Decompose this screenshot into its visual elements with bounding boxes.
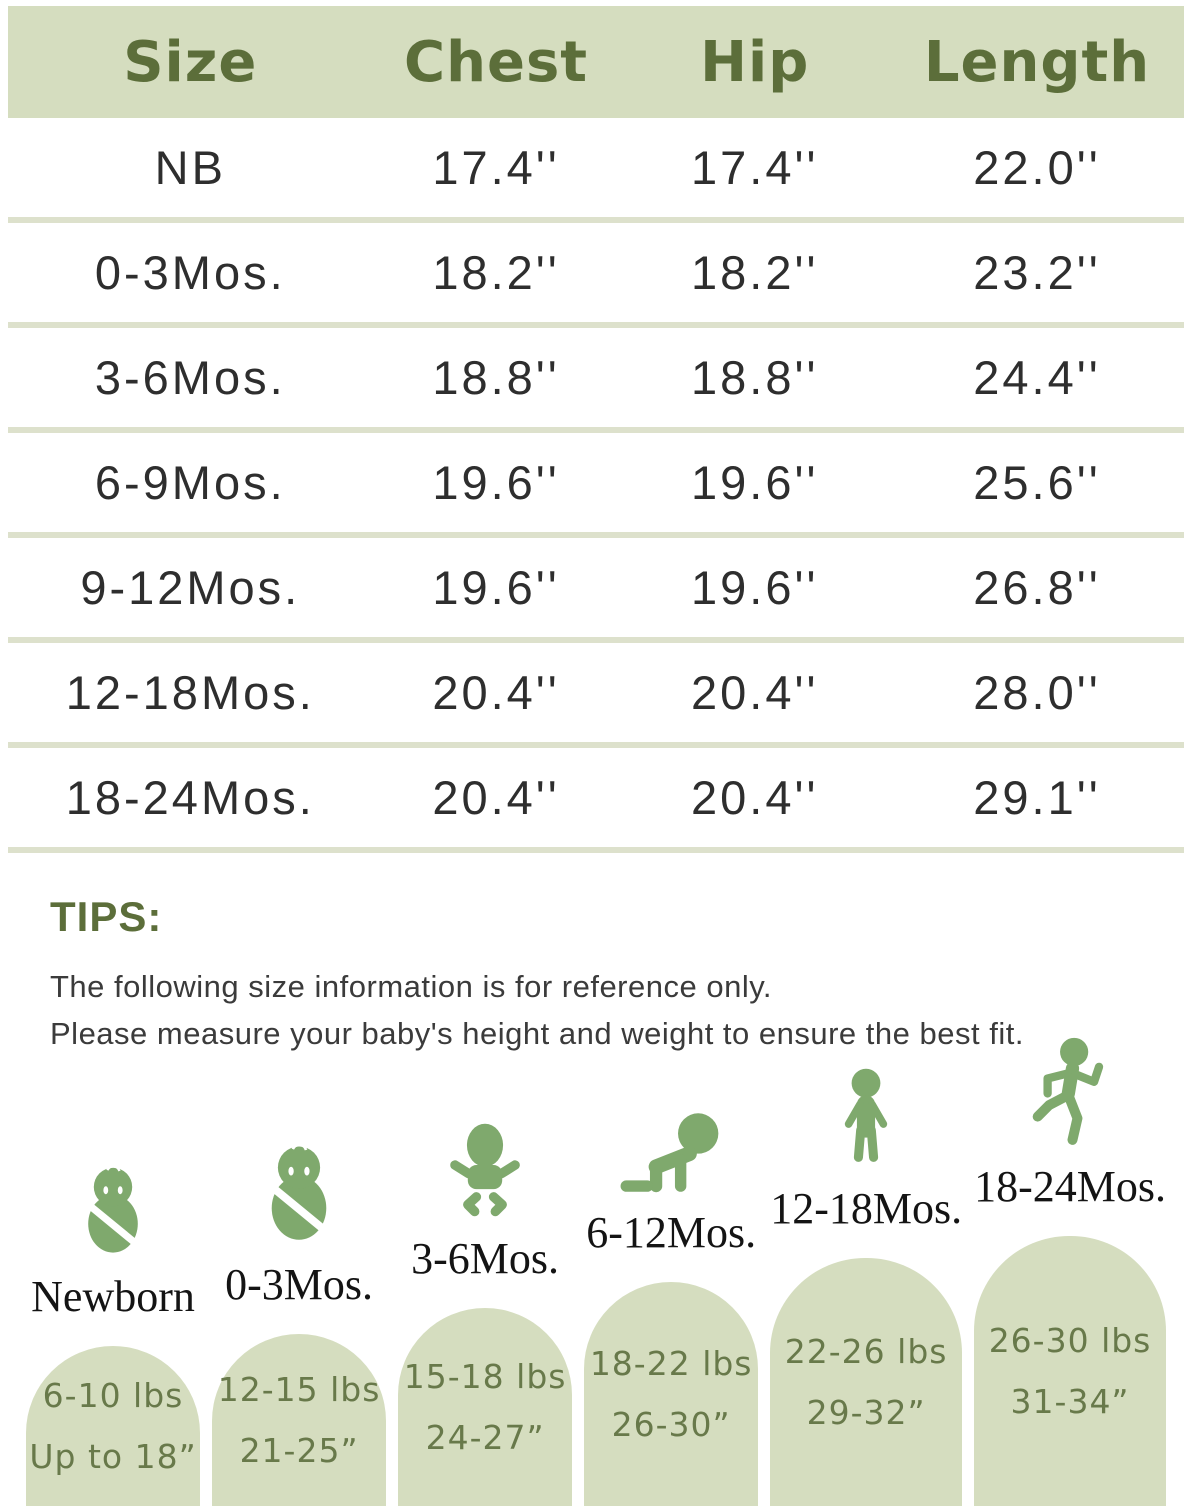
guide-label: 3-6Mos.: [411, 1234, 560, 1283]
table-row: 0-3Mos. 18.2'' 18.2'' 23.2'': [8, 223, 1184, 322]
guide-label: Newborn: [31, 1272, 195, 1321]
weight-range: 12-15 lbs: [217, 1370, 381, 1409]
guide-card: 26-30 lbs 31-34”: [974, 1236, 1166, 1506]
length-cell: 24.4'': [973, 351, 1101, 404]
height-range: Up to 18”: [29, 1437, 197, 1476]
chest-cell: 18.2'': [432, 246, 560, 299]
size-cell: 0-3Mos.: [94, 246, 286, 299]
size-cell: 6-9Mos.: [94, 456, 286, 509]
hip-cell: 17.4'': [691, 141, 819, 194]
row-divider: [8, 847, 1184, 853]
swaddled-newborn-icon: [73, 1163, 153, 1259]
lying-baby-icon: [442, 1122, 528, 1221]
table-row: 12-18Mos. 20.4'' 20.4'' 28.0'': [8, 643, 1184, 742]
length-cell: 22.0'': [973, 141, 1101, 194]
height-range: 21-25”: [239, 1431, 359, 1470]
length-cell: 26.8'': [973, 561, 1101, 614]
guide-column-3-6mos: 3-6Mos. 15-18 lbs 24-27”: [398, 1122, 573, 1506]
guide-column-6-12mos: 6-12Mos. 18-22 lbs 26-30”: [584, 1107, 759, 1506]
guide-card: 6-10 lbs Up to 18”: [26, 1346, 201, 1506]
swaddled-baby-icon: [255, 1141, 343, 1247]
table-row: 9-12Mos. 19.6'' 19.6'' 26.8'': [8, 538, 1184, 637]
size-cell: 3-6Mos.: [94, 351, 286, 404]
guide-card: 12-15 lbs 21-25”: [212, 1334, 387, 1506]
tips-section: TIPS: The following size information is …: [0, 853, 1192, 1057]
size-cell: NB: [154, 141, 226, 194]
row-divider: [8, 322, 1184, 328]
guide-column-18-24mos: 18-24Mos. 26-30 lbs 31-34”: [974, 1037, 1166, 1506]
guide-card: 22-26 lbs 29-32”: [770, 1258, 963, 1506]
column-header-hip: Hip: [700, 29, 810, 95]
row-divider: [8, 532, 1184, 538]
row-divider: [8, 217, 1184, 223]
chest-cell: 19.6'': [432, 456, 560, 509]
guide-card: 15-18 lbs 24-27”: [398, 1308, 573, 1506]
column-header-chest: Chest: [404, 29, 589, 95]
table-row: 18-24Mos. 20.4'' 20.4'' 29.1'': [8, 748, 1184, 847]
size-cell: 18-24Mos.: [65, 771, 315, 824]
row-divider: [8, 742, 1184, 748]
size-cell: 12-18Mos.: [65, 666, 315, 719]
tips-heading: TIPS:: [50, 893, 163, 940]
tips-line-2: Please measure your baby's height and we…: [50, 1016, 1024, 1051]
guide-label: 12-18Mos.: [770, 1184, 963, 1233]
length-cell: 23.2'': [973, 246, 1101, 299]
tips-line-1: The following size information is for re…: [50, 969, 773, 1004]
hip-cell: 18.2'': [691, 246, 819, 299]
table-row: NB 17.4'' 17.4'' 22.0'': [8, 118, 1184, 217]
row-divider: [8, 427, 1184, 433]
chest-cell: 20.4'': [432, 771, 560, 824]
height-range: 24-27”: [425, 1418, 545, 1457]
crawling-baby-icon: [614, 1107, 728, 1195]
chest-cell: 20.4'': [432, 666, 560, 719]
size-table: Size Chest Hip Length NB 17.4'' 17.4'' 2…: [8, 6, 1184, 853]
hip-cell: 20.4'': [691, 771, 819, 824]
hip-cell: 19.6'': [691, 456, 819, 509]
weight-range: 22-26 lbs: [784, 1332, 948, 1371]
hip-cell: 20.4'': [691, 666, 819, 719]
weight-range: 15-18 lbs: [403, 1357, 567, 1396]
guide-label: 6-12Mos.: [586, 1208, 757, 1257]
chest-cell: 19.6'': [432, 561, 560, 614]
weight-range: 26-30 lbs: [988, 1321, 1152, 1360]
column-header-size: Size: [123, 29, 258, 95]
table-row: 6-9Mos. 19.6'' 19.6'' 25.6'': [8, 433, 1184, 532]
growth-stage-guide: Newborn 6-10 lbs Up to 18” 0-3Mos. 12-15…: [0, 1037, 1192, 1506]
guide-column-12-18mos: 12-18Mos. 22-26 lbs 29-32”: [770, 1065, 963, 1506]
row-divider: [8, 637, 1184, 643]
height-range: 31-34”: [1010, 1382, 1130, 1421]
height-range: 26-30”: [611, 1405, 731, 1444]
table-row: 3-6Mos. 18.8'' 18.8'' 24.4'': [8, 328, 1184, 427]
hip-cell: 19.6'': [691, 561, 819, 614]
weight-range: 18-22 lbs: [589, 1344, 753, 1383]
size-table-header: Size Chest Hip Length: [8, 6, 1184, 118]
size-cell: 9-12Mos.: [80, 561, 301, 614]
running-child-icon: [1023, 1037, 1117, 1149]
hip-cell: 18.8'': [691, 351, 819, 404]
guide-column-0-3mos: 0-3Mos. 12-15 lbs 21-25”: [212, 1141, 387, 1506]
chest-cell: 18.8'': [432, 351, 560, 404]
guide-label: 0-3Mos.: [225, 1260, 374, 1309]
chest-cell: 17.4'': [432, 141, 560, 194]
standing-toddler-icon: [828, 1065, 904, 1171]
guide-label: 18-24Mos.: [974, 1162, 1166, 1211]
length-cell: 25.6'': [973, 456, 1101, 509]
column-header-length: Length: [923, 29, 1151, 95]
length-cell: 29.1'': [973, 771, 1101, 824]
guide-column-newborn: Newborn 6-10 lbs Up to 18”: [26, 1163, 201, 1506]
weight-range: 6-10 lbs: [42, 1376, 184, 1415]
height-range: 29-32”: [806, 1393, 926, 1432]
guide-card: 18-22 lbs 26-30”: [584, 1282, 759, 1506]
length-cell: 28.0'': [973, 666, 1101, 719]
